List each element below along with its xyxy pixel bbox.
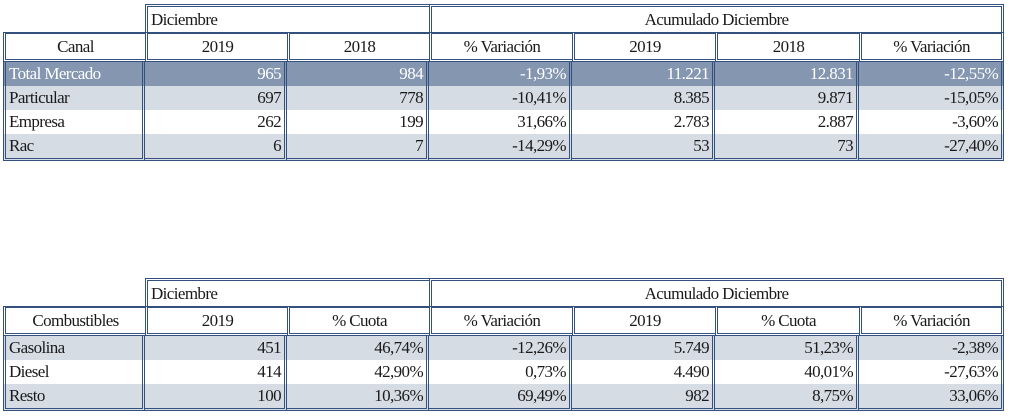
group-header-diciembre: Diciembre bbox=[145, 278, 429, 306]
canal-table: Diciembre Acumulado Diciembre Canal 2019… bbox=[3, 4, 1005, 161]
column-header: 2019 bbox=[145, 32, 287, 62]
row-label: Particular bbox=[3, 86, 145, 110]
table-cell: 2.783 bbox=[572, 110, 715, 134]
table-cell: 69,49% bbox=[429, 384, 572, 411]
table-cell: 6 bbox=[145, 134, 287, 161]
column-header: Canal bbox=[3, 32, 145, 62]
combustibles-table: Diciembre Acumulado Diciembre Combustibl… bbox=[3, 278, 1005, 411]
column-header: 2019 bbox=[145, 306, 287, 336]
table-cell: 100 bbox=[145, 384, 287, 411]
table-cell: 73 bbox=[715, 134, 859, 161]
table-cell: -15,05% bbox=[859, 86, 1005, 110]
table-cell: 0,73% bbox=[429, 360, 572, 384]
table-cell: 965 bbox=[145, 62, 287, 86]
table-row: Gasolina 451 46,74% -12,26% 5.749 51,23%… bbox=[3, 336, 1005, 360]
table-cell: 10,36% bbox=[287, 384, 429, 411]
group-header-diciembre: Diciembre bbox=[145, 4, 429, 32]
table-cell: -2,38% bbox=[859, 336, 1005, 360]
table-cell: 5.749 bbox=[572, 336, 715, 360]
table-row: Empresa 262 199 31,66% 2.783 2.887 -3,60… bbox=[3, 110, 1005, 134]
table-cell: 31,66% bbox=[429, 110, 572, 134]
group-header-acumulado: Acumulado Diciembre bbox=[429, 278, 1005, 306]
column-header: 2019 bbox=[572, 32, 715, 62]
table-cell: -27,40% bbox=[859, 134, 1005, 161]
table-cell: 2.887 bbox=[715, 110, 859, 134]
table-cell: 8.385 bbox=[572, 86, 715, 110]
table-cell: -12,55% bbox=[859, 62, 1005, 86]
table-cell: -27,63% bbox=[859, 360, 1005, 384]
column-header: 2018 bbox=[287, 32, 429, 62]
table-row: Particular 697 778 -10,41% 8.385 9.871 -… bbox=[3, 86, 1005, 110]
table-row: Rac 6 7 -14,29% 53 73 -27,40% bbox=[3, 134, 1005, 161]
row-label: Total Mercado bbox=[3, 62, 145, 86]
row-label: Gasolina bbox=[3, 336, 145, 360]
group-header-acumulado: Acumulado Diciembre bbox=[429, 4, 1005, 32]
row-label: Empresa bbox=[3, 110, 145, 134]
table-row: Diesel 414 42,90% 0,73% 4.490 40,01% -27… bbox=[3, 360, 1005, 384]
column-header-row: Combustibles 2019 % Cuota % Variación 20… bbox=[3, 306, 1005, 336]
table-cell: 778 bbox=[287, 86, 429, 110]
table-cell: 414 bbox=[145, 360, 287, 384]
table-cell: 46,74% bbox=[287, 336, 429, 360]
table-cell: 451 bbox=[145, 336, 287, 360]
row-label: Resto bbox=[3, 384, 145, 411]
column-header: 2018 bbox=[715, 32, 859, 62]
table-row: Total Mercado 965 984 -1,93% 11.221 12.8… bbox=[3, 62, 1005, 86]
table-cell: 199 bbox=[287, 110, 429, 134]
column-header: Combustibles bbox=[3, 306, 145, 336]
column-header-row: Canal 2019 2018 % Variación 2019 2018 % … bbox=[3, 32, 1005, 62]
column-header: % Variación bbox=[859, 306, 1005, 336]
table-cell: -14,29% bbox=[429, 134, 572, 161]
row-label: Diesel bbox=[3, 360, 145, 384]
group-header-row: Diciembre Acumulado Diciembre bbox=[3, 4, 1005, 32]
table-cell: 42,90% bbox=[287, 360, 429, 384]
table-cell: 4.490 bbox=[572, 360, 715, 384]
table-cell: -3,60% bbox=[859, 110, 1005, 134]
column-header: % Variación bbox=[859, 32, 1005, 62]
table-cell: 11.221 bbox=[572, 62, 715, 86]
column-header: % Cuota bbox=[715, 306, 859, 336]
table-cell: 9.871 bbox=[715, 86, 859, 110]
table-cell: 697 bbox=[145, 86, 287, 110]
column-header: 2019 bbox=[572, 306, 715, 336]
table-cell: 262 bbox=[145, 110, 287, 134]
table-cell: 53 bbox=[572, 134, 715, 161]
table-cell: 984 bbox=[287, 62, 429, 86]
group-header-row: Diciembre Acumulado Diciembre bbox=[3, 278, 1005, 306]
row-label: Rac bbox=[3, 134, 145, 161]
table-cell: -1,93% bbox=[429, 62, 572, 86]
table-cell: 12.831 bbox=[715, 62, 859, 86]
table-cell: -12,26% bbox=[429, 336, 572, 360]
table-row: Resto 100 10,36% 69,49% 982 8,75% 33,06% bbox=[3, 384, 1005, 411]
column-header: % Variación bbox=[429, 306, 572, 336]
table-cell: 7 bbox=[287, 134, 429, 161]
column-header: % Variación bbox=[429, 32, 572, 62]
table-cell: -10,41% bbox=[429, 86, 572, 110]
table-cell: 40,01% bbox=[715, 360, 859, 384]
table-cell: 8,75% bbox=[715, 384, 859, 411]
table-cell: 51,23% bbox=[715, 336, 859, 360]
table-cell: 982 bbox=[572, 384, 715, 411]
column-header: % Cuota bbox=[287, 306, 429, 336]
table-cell: 33,06% bbox=[859, 384, 1005, 411]
